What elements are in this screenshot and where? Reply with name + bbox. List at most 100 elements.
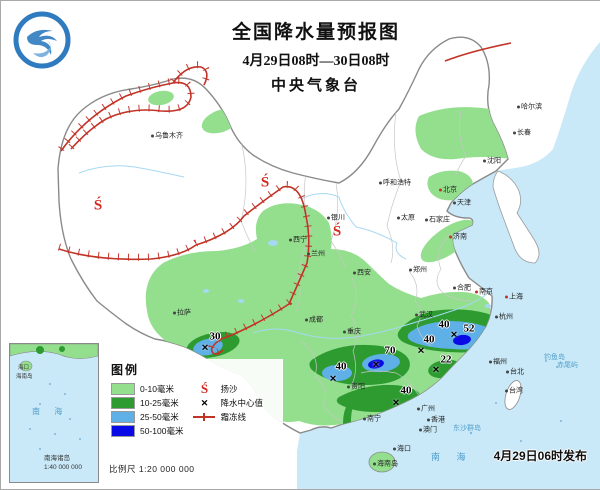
legend-symbol-label: 霜冻线 — [220, 412, 246, 422]
city-label: 合肥 — [453, 285, 471, 292]
sea-area — [297, 42, 600, 489]
legend-symbol-label: 降水中心值 — [220, 398, 263, 408]
scale-prefix: 比例尺 — [109, 464, 137, 474]
frost-line-glyph — [193, 413, 216, 421]
precip-center-value: 40 — [335, 360, 347, 373]
city-dot — [425, 218, 428, 222]
blowing-sand-symbol: Ś — [332, 223, 342, 240]
city-label: 天津 — [453, 200, 471, 207]
agency-name: 中央气象台 — [270, 78, 361, 94]
city-dot — [373, 462, 376, 466]
legend-item: 10-25毫米 — [111, 396, 183, 410]
city-label: 西宁 — [289, 237, 307, 244]
precip-center-value: 40 — [438, 318, 450, 331]
city-label: 贵阳 — [347, 384, 365, 391]
precip-center-mark: ✕ — [329, 373, 337, 384]
legend-item: 25-50毫米 — [111, 410, 183, 424]
city-dot — [517, 105, 520, 109]
city-dot — [419, 428, 422, 432]
city-label: 南京 — [475, 289, 493, 296]
city-dot — [151, 134, 154, 138]
city-label: 广州 — [417, 406, 435, 413]
sea-name-label: 赤尾屿 — [557, 362, 578, 369]
city-dot — [505, 389, 508, 393]
legend-item: 0-10毫米 — [111, 382, 183, 396]
city-label: 济南 — [449, 234, 467, 241]
city-label: 乌鲁木齐 — [151, 133, 183, 140]
blowing-sand-symbol: Ś — [93, 197, 103, 214]
frost-line — [57, 42, 512, 356]
precip-center-mark: ✕ — [450, 329, 458, 340]
precip-center-value: 40 — [423, 333, 435, 346]
city-dot — [453, 201, 456, 205]
precip-center-mark: ✕ — [201, 342, 209, 353]
map-scale: 比例尺 1:20 000 000 — [109, 463, 195, 475]
map-title: 全国降水量预报图 — [231, 22, 400, 43]
city-label: 郑州 — [409, 267, 427, 274]
precip-center-value: 30 — [209, 330, 221, 343]
scale-value: 1:20 000 000 — [138, 464, 195, 474]
city-dot — [505, 295, 508, 299]
legend-symbol-items: Ś 扬沙 ✕ 降水中心值霜冻线 — [193, 381, 263, 438]
city-label: 南宁 — [363, 416, 381, 423]
precip-center-value: 22 — [440, 353, 452, 366]
precip-center-value: 70 — [384, 344, 396, 357]
city-label: 澳门 — [419, 427, 437, 434]
legend-symbol-center: ✕ 降水中心值 — [193, 396, 263, 410]
city-dot — [506, 370, 509, 374]
sea-name-label: 钓鱼岛 — [544, 354, 565, 361]
city-dot — [453, 286, 456, 290]
small-islands — [469, 360, 562, 442]
inset-caption: 南海诸岛 1:40 000 000 — [44, 455, 82, 472]
city-dot — [483, 159, 486, 163]
legend-swatch — [111, 425, 135, 437]
city-label: 银川 — [327, 215, 345, 222]
city-dot — [397, 216, 400, 220]
inset-canvas — [10, 344, 98, 457]
city-dot — [495, 315, 498, 319]
legend-symbol-sand: Ś 扬沙 — [193, 381, 263, 396]
city-label: 台北 — [506, 369, 524, 376]
city-label: 石家庄 — [425, 217, 450, 224]
city-dot — [449, 235, 452, 239]
legend-symbol-label: 扬沙 — [220, 384, 238, 394]
hainan-island — [368, 451, 396, 473]
legend-swatch — [111, 397, 135, 409]
city-label: 台湾 — [505, 388, 523, 395]
city-dot — [439, 188, 442, 192]
south-china-sea-inset: 南 海 南海诸岛 1:40 000 000 海口 海南岛 — [9, 343, 99, 483]
city-label: 武汉 — [415, 312, 433, 319]
city-label: 西安 — [353, 270, 371, 277]
issue-time: 4月29日06时发布 — [493, 449, 587, 463]
legend-item: 50-100毫米 — [111, 424, 183, 438]
precip-center-value: 52 — [463, 322, 475, 335]
city-dot — [379, 181, 382, 185]
legend-color-items: 0-10毫米 10-25毫米 25-50毫米 50-100毫米 — [111, 382, 183, 438]
sea-name-label: 东沙群岛 — [453, 425, 481, 432]
city-label: 海南岛 — [373, 461, 398, 468]
legend: 图例 0-10毫米 10-25毫米 25-50毫米 50-100毫米 Ś 扬沙 ✕ 降水中心… — [107, 359, 283, 440]
legend-item-label: 25-50毫米 — [140, 412, 179, 422]
forecast-period: 4月29日08时—30日08时 — [242, 54, 390, 69]
city-dot — [305, 318, 308, 322]
city-dot — [173, 311, 176, 315]
city-label: 拉萨 — [173, 310, 191, 317]
map-header: 全国降水量预报图 4月29日08时—30日08时 中央气象台 — [151, 17, 481, 95]
legend-title: 图例 — [111, 363, 140, 377]
city-label: 哈尔滨 — [517, 104, 542, 111]
city-dot — [427, 418, 430, 422]
city-dot — [409, 268, 412, 272]
inset-sea-label: 南 海 — [32, 407, 69, 416]
city-label: 兰州 — [307, 251, 325, 258]
inset-tiny-label: 海口 — [18, 365, 30, 371]
city-label: 海口 — [393, 446, 411, 453]
city-dot — [289, 238, 292, 242]
legend-swatch — [111, 411, 135, 423]
city-dot — [327, 216, 330, 220]
city-label: 太原 — [397, 215, 415, 222]
precip-center-value: 40 — [400, 384, 412, 397]
legend-item-label: 0-10毫米 — [140, 384, 175, 394]
